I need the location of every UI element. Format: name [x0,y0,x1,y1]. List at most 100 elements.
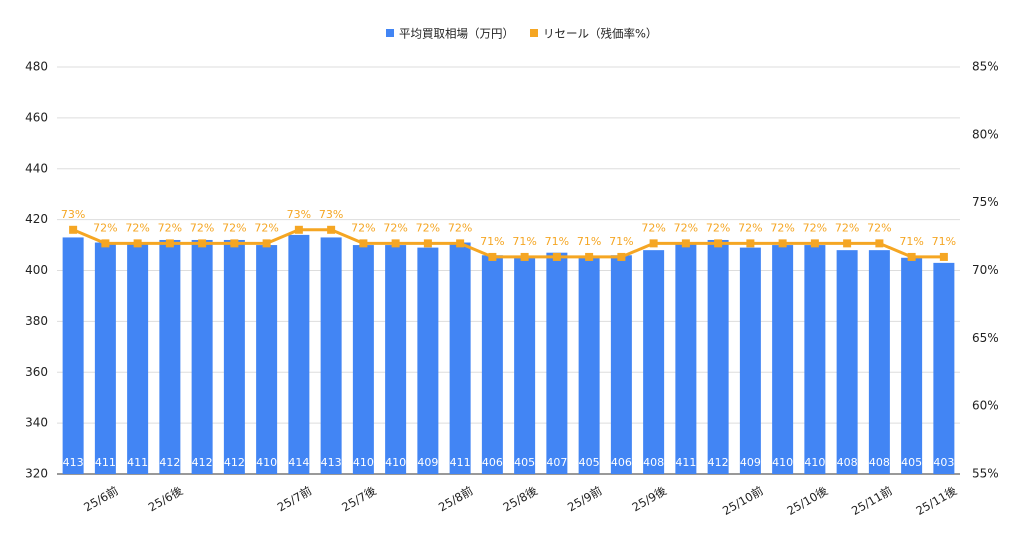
bar-value-label: 407 [546,456,567,469]
line-value-label: 72% [641,221,665,234]
bar [739,247,761,474]
y2-tick-label: 55% [972,467,999,481]
y2-tick-label: 60% [972,399,999,413]
line-value-label: 72% [867,221,891,234]
bar-value-label: 406 [611,456,632,469]
x-tick-label: 25/7後 [339,483,379,514]
bar [610,255,632,474]
bar-value-label: 410 [804,456,825,469]
line-value-label: 72% [383,221,407,234]
bar-value-label: 409 [740,456,761,469]
bar-value-label: 411 [95,456,116,469]
bar-value-label: 411 [127,456,148,469]
legend-swatch [386,29,394,37]
bar [223,239,245,474]
line-value-label: 73% [319,208,343,221]
line-marker [294,225,303,234]
line-marker [165,239,174,248]
line-marker [69,225,78,234]
bar-value-label: 410 [256,456,277,469]
line-value-label: 72% [706,221,730,234]
bar-value-label: 412 [159,456,180,469]
x-tick-label: 25/11前 [849,484,895,518]
line-marker [746,239,755,248]
line-marker [230,239,239,248]
bar-value-label: 413 [321,456,342,469]
bar [127,242,149,474]
line-value-label: 72% [222,221,246,234]
line-marker [875,239,884,248]
bar [546,252,568,474]
bar [707,239,729,474]
line-marker [133,239,142,248]
y-tick-label: 440 [25,161,48,175]
bar-value-label: 411 [450,456,471,469]
line-marker [617,252,626,261]
line-value-label: 72% [254,221,278,234]
line-marker [939,252,948,261]
line-marker [327,225,336,234]
line-marker [843,239,852,248]
y-tick-label: 420 [25,212,48,226]
bar-value-label: 403 [933,456,954,469]
bar [578,257,600,474]
bar [320,237,342,474]
line-value-label: 72% [803,221,827,234]
line-marker [488,252,497,261]
line-value-label: 71% [609,235,633,248]
y-tick-label: 400 [25,263,48,277]
x-tick-label: 25/6後 [146,483,186,514]
line-value-label: 72% [835,221,859,234]
line [72,228,944,259]
line-marker [520,252,529,261]
bar-value-label: 412 [224,456,245,469]
y-tick-label: 460 [25,110,48,124]
line-value-label: 71% [480,235,504,248]
y2-tick-label: 85% [972,60,999,74]
x-tick-label: 25/8前 [436,484,475,515]
line-marker [681,239,690,248]
bar [675,242,697,474]
x-tick-label: 25/7前 [275,484,314,515]
bar-value-label: 410 [353,456,374,469]
line-marker [907,252,916,261]
y2-tick-label: 65% [972,331,999,345]
bar [94,242,116,474]
bar-value-label: 410 [772,456,793,469]
bar-value-label: 406 [482,456,503,469]
line-marker [262,239,271,248]
bar-value-label: 408 [837,456,858,469]
bar [159,239,181,474]
line-marker [359,239,368,248]
bar-value-label: 409 [417,456,438,469]
bar [481,255,503,474]
line-value-label: 72% [158,221,182,234]
line-marker [778,239,787,248]
y-tick-label: 480 [25,60,48,74]
bar-value-label: 405 [579,456,600,469]
bar [352,245,374,474]
x-tick-label: 25/6前 [81,484,120,515]
bar-value-label: 410 [385,456,406,469]
bar-value-label: 414 [288,456,309,469]
bar-value-label: 405 [514,456,535,469]
line-marker [198,239,207,248]
bar [417,247,439,474]
line-value-label: 71% [512,235,536,248]
bar [62,237,84,474]
line-marker [649,239,658,248]
legend-swatch [530,29,538,37]
y2-tick-label: 80% [972,127,999,141]
line-value-label: 72% [674,221,698,234]
y2-tick-label: 75% [972,195,999,209]
bar [836,250,858,474]
x-tick-label: 25/8後 [501,483,541,514]
x-tick-label: 25/11後 [913,483,959,518]
bar [772,245,794,474]
x-tick-label: 25/9前 [565,484,604,515]
line-marker [391,239,400,248]
bar [868,250,890,474]
bar [385,245,407,474]
bar [191,239,213,474]
